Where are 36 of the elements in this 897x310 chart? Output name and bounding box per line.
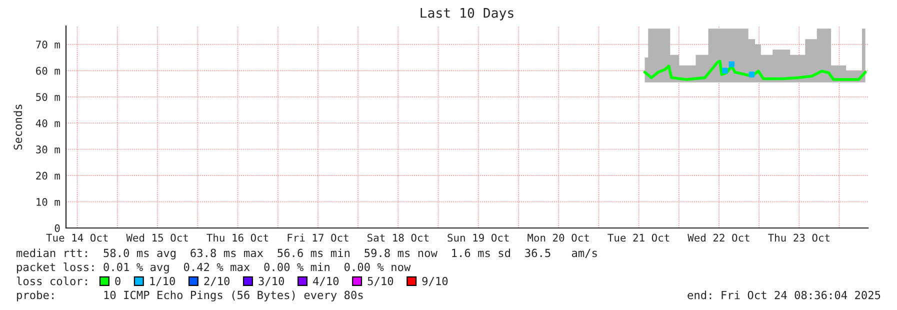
x-tick-label: Wed 15 Oct [126, 234, 188, 242]
legend-label: 5/10 [368, 276, 394, 286]
y-tick-label: 20 m [36, 172, 60, 180]
x-tick-label: Fri 17 Oct [288, 234, 348, 242]
point [748, 72, 755, 78]
x-tick-label: Sun 19 Oct [448, 234, 509, 242]
x-tick-label: Tue 14 Oct [46, 234, 108, 242]
x-tick-label: Tue 21 Oct [608, 234, 670, 242]
legend-label: 9/10 [422, 276, 448, 286]
x-tick-label: Thu 23 Oct [768, 234, 830, 242]
y-axis-title: Seconds [13, 104, 22, 150]
x-tick-label: Wed 22 Oct [688, 234, 750, 242]
legend-label: 2/10 [204, 276, 230, 286]
chart-title: Last 10 Days [420, 8, 514, 20]
y-tick-label: 30 m [36, 146, 60, 154]
x-tick-label: Sat 18 Oct [368, 234, 428, 242]
y-tick-label: 40 m [36, 119, 60, 128]
line-series [643, 60, 867, 81]
text: end: Fri Oct 24 08:36:04 2025 [688, 290, 880, 300]
text: median rtt: 58.0 ms avg 63.8 ms max 56.6 ms min 59.8 ms now 1.6 ms sd 36.5 am/s [16, 248, 597, 260]
y-tick-label: 60 m [36, 66, 60, 75]
legend-label: 1/10 [150, 276, 175, 286]
x-tick-label: Thu 16 Oct [206, 234, 268, 242]
y-tick-label: 50 m [36, 93, 60, 101]
point [722, 68, 728, 74]
legend-label: 3/10 [258, 276, 284, 286]
legend-label: 4/10 [313, 276, 339, 286]
y-tick-label: 0 [54, 224, 60, 232]
legend-title: loss color: [16, 276, 87, 286]
y-tick-label: 70 m [36, 40, 60, 48]
text: packet loss: 0.01 % avg 0.42 % max 0.00 % min 0.00 % now [17, 262, 411, 274]
text: probe: 10 ICMP Echo Pings (56 Bytes) every 80s [17, 290, 363, 302]
y-tick-label: 10 m [36, 198, 60, 206]
point [728, 61, 735, 68]
legend-label: 0 [115, 276, 120, 286]
x-tick-label: Mon 20 Oct [528, 234, 589, 242]
